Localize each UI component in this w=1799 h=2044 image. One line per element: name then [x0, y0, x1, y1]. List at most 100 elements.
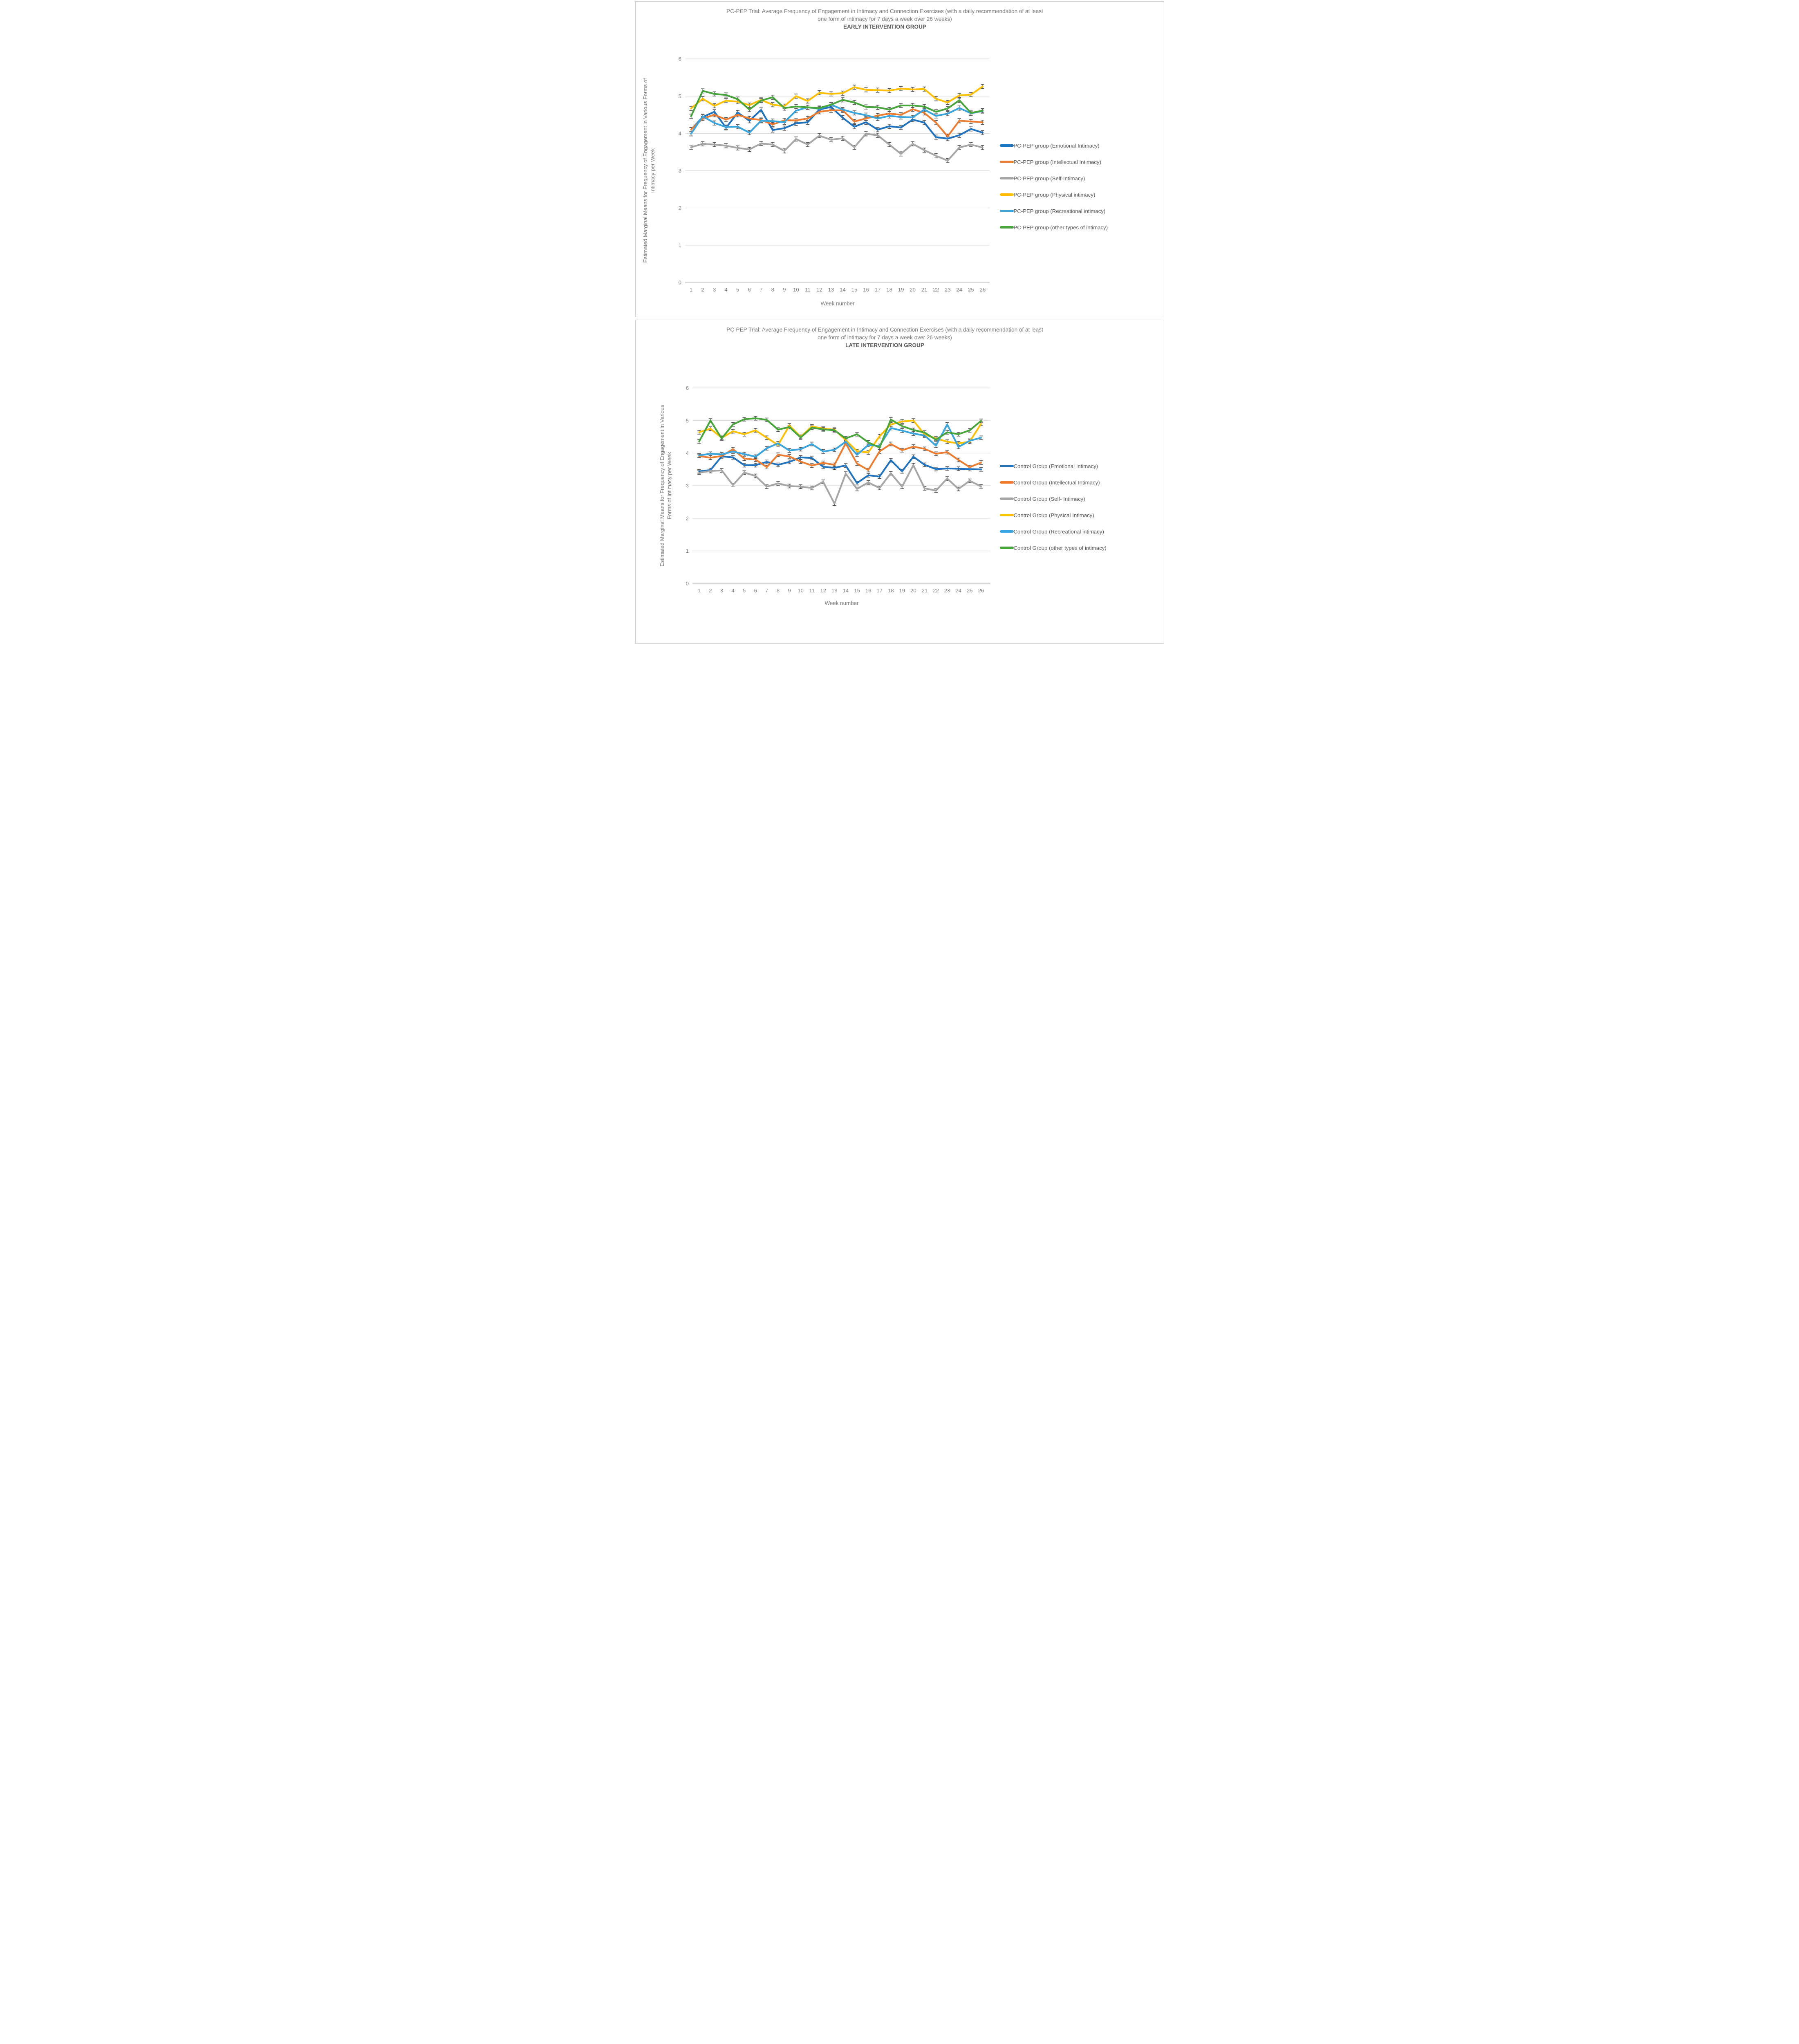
x-tick-label-24: 24	[955, 587, 961, 594]
x-tick-label-14: 14	[840, 287, 846, 293]
series-line-pc-pep-group-recreational-intimacy-	[690, 104, 984, 135]
x-tick-label-10: 10	[798, 587, 804, 594]
series-line-pc-pep-group-other-types-of-intimacy-	[690, 90, 984, 117]
legend-label: Control Group (Intellectual Intimacy)	[1013, 479, 1100, 486]
series-line-pc-pep-group-emotional-intimacy-	[690, 106, 984, 140]
x-tick-label-13: 13	[828, 287, 834, 293]
x-tick-label-16: 16	[865, 587, 871, 594]
legend-swatch-icon	[999, 177, 1014, 179]
x-tick-label-16: 16	[863, 287, 869, 293]
x-tick-label-25: 25	[968, 287, 974, 293]
x-tick-label-5: 5	[736, 287, 739, 293]
legend-swatch-icon	[999, 498, 1014, 500]
x-tick-label-18: 18	[886, 287, 892, 293]
x-axis-title: Week number	[820, 300, 855, 307]
legend-item: PC-PEP group (Self-Intimacy)	[999, 170, 1108, 186]
x-tick-label-12: 12	[816, 287, 822, 293]
series-line-pc-pep-group-self-intimacy-	[690, 133, 984, 161]
x-tick-label-12: 12	[820, 587, 826, 594]
series-line-pc-pep-group-intellectual-intimacy-	[690, 108, 984, 137]
series-line-control-group-intellectual-intimacy-	[698, 442, 982, 471]
legend-item: Control Group (Intellectual Intimacy)	[999, 474, 1107, 491]
x-tick-label-21: 21	[921, 587, 928, 594]
legend-item: Control Group (Physical Intimacy)	[999, 507, 1107, 523]
legend-swatch-icon	[999, 193, 1014, 196]
x-tick-label-13: 13	[831, 587, 838, 594]
x-tick-label-1: 1	[689, 287, 692, 293]
x-tick-label-11: 11	[809, 587, 815, 594]
legend-swatch-icon	[999, 210, 1014, 212]
page: PC-PEP Trial: Average Frequency of Engag…	[634, 1, 1165, 644]
legend-swatch-icon	[999, 530, 1014, 533]
x-tick-label-26: 26	[978, 587, 984, 594]
legend-item: PC-PEP group (Recreational intimacy)	[999, 203, 1108, 219]
x-tick-label-8: 8	[776, 587, 779, 594]
y-tick-label-5: 5	[678, 93, 681, 99]
x-tick-label-5: 5	[743, 587, 746, 594]
legend-item: PC-PEP group (other types of intimacy)	[999, 219, 1108, 235]
x-tick-label-14: 14	[842, 587, 849, 594]
x-tick-label-6: 6	[754, 587, 757, 594]
legend-swatch-icon	[999, 481, 1014, 484]
x-tick-label-8: 8	[771, 287, 774, 293]
legend-label: PC-PEP group (Intellectual Intimacy)	[1013, 159, 1102, 165]
x-tick-label-17: 17	[874, 287, 880, 293]
x-tick-label-19: 19	[898, 287, 904, 293]
y-tick-label-1: 1	[678, 242, 681, 248]
y-tick-label-5: 5	[686, 417, 688, 424]
x-tick-label-25: 25	[966, 587, 972, 594]
x-tick-label-11: 11	[805, 287, 811, 293]
y-tick-label-1: 1	[686, 548, 688, 554]
x-tick-label-7: 7	[765, 587, 768, 594]
legend-item: Control Group (Recreational intimacy)	[999, 523, 1107, 540]
series-line-control-group-physical-intimacy-	[698, 419, 982, 453]
legend-swatch-icon	[999, 514, 1014, 516]
y-tick-label-4: 4	[686, 450, 688, 456]
y-tick-label-2: 2	[686, 515, 688, 521]
x-tick-label-26: 26	[979, 287, 986, 293]
legend-swatch-icon	[999, 547, 1014, 549]
y-tick-label-0: 0	[678, 280, 681, 286]
y-tick-label-6: 6	[686, 385, 688, 391]
x-tick-label-3: 3	[712, 287, 715, 293]
chart-panel-early-intervention: PC-PEP Trial: Average Frequency of Engag…	[635, 1, 1164, 317]
legend-label: Control Group (Physical Intimacy)	[1013, 512, 1094, 518]
y-tick-label-2: 2	[678, 205, 681, 211]
x-tick-label-18: 18	[887, 587, 894, 594]
x-tick-label-7: 7	[759, 287, 762, 293]
x-tick-label-15: 15	[851, 287, 857, 293]
series-line-control-group-emotional-intimacy-	[698, 455, 982, 484]
x-tick-label-22: 22	[933, 587, 939, 594]
legend-item: PC-PEP group (Emotional Intimacy)	[999, 137, 1108, 154]
x-tick-label-2: 2	[709, 587, 712, 594]
legend-item: Control Group (other types of intimacy)	[999, 540, 1107, 556]
x-tick-label-4: 4	[724, 287, 727, 293]
legend-swatch-icon	[999, 161, 1014, 163]
series-line-pc-pep-group-physical-intimacy-	[690, 85, 984, 110]
y-tick-label-0: 0	[686, 580, 688, 587]
legend-label: PC-PEP group (other types of intimacy)	[1013, 224, 1108, 231]
legend-swatch-icon	[999, 465, 1014, 467]
x-tick-label-1: 1	[697, 587, 700, 594]
x-tick-label-9: 9	[788, 587, 791, 594]
series-line-control-group-other-types-of-intimacy-	[698, 417, 982, 448]
legend-early: PC-PEP group (Emotional Intimacy) PC-PEP …	[999, 137, 1108, 235]
y-tick-label-6: 6	[678, 56, 681, 62]
legend-label: Control Group (Recreational intimacy)	[1013, 528, 1104, 535]
y-tick-label-4: 4	[678, 130, 681, 137]
legend-label: Control Group (Self- Intimacy)	[1013, 495, 1085, 502]
legend-item: PC-PEP group (Physical intimacy)	[999, 186, 1108, 203]
legend-label: Control Group (Emotional Intimacy)	[1013, 463, 1098, 469]
x-tick-label-10: 10	[793, 287, 799, 293]
x-tick-label-20: 20	[910, 287, 916, 293]
x-tick-label-19: 19	[899, 587, 905, 594]
y-tick-label-3: 3	[686, 483, 688, 489]
chart-panel-late-intervention: PC-PEP Trial: Average Frequency of Engag…	[635, 320, 1164, 644]
x-tick-label-4: 4	[731, 587, 734, 594]
legend-label: Control Group (other types of intimacy)	[1013, 545, 1107, 551]
legend-swatch-icon	[999, 226, 1014, 229]
series-line-control-group-self-intimacy-	[698, 464, 982, 504]
legend-label: PC-PEP group (Emotional Intimacy)	[1013, 142, 1100, 149]
legend-item: Control Group (Emotional Intimacy)	[999, 458, 1107, 474]
x-tick-label-23: 23	[944, 287, 950, 293]
